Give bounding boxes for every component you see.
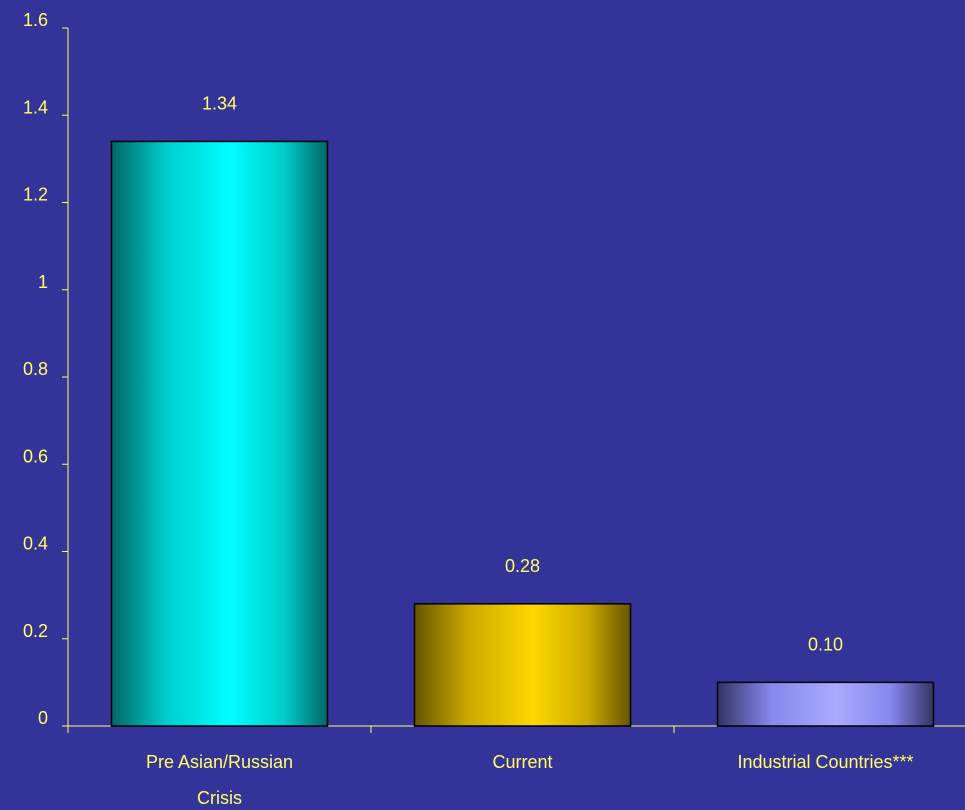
bar-value-label: 0.28 <box>505 556 540 576</box>
y-tick-label: 0.8 <box>23 359 48 379</box>
bar <box>110 140 329 727</box>
axes: 0 0.2 0.4 0.6 0.8 1 1.2 1.4 1.6 <box>23 10 965 733</box>
x-category-label: Current <box>492 752 552 772</box>
bars <box>110 140 935 727</box>
y-tick-label: 1.6 <box>23 10 48 30</box>
x-category-label: Crisis <box>197 788 242 808</box>
y-tick-label: 0.6 <box>23 446 48 466</box>
y-tick-label: 1.2 <box>23 185 48 205</box>
bar-value-label: 1.34 <box>202 93 237 113</box>
y-tick-label: 0 <box>38 708 48 728</box>
bar-value-label: 0.10 <box>808 634 843 654</box>
bar <box>716 681 935 727</box>
y-tick-label: 0.2 <box>23 621 48 641</box>
bar <box>413 603 632 727</box>
y-tick-label: 1 <box>38 272 48 292</box>
x-category-label: Industrial Countries*** <box>737 752 913 772</box>
y-tick-label: 1.4 <box>23 97 48 117</box>
labels: 1.34 Pre Asian/Russian Crisis 0.28 Current 0.… <box>146 93 914 808</box>
y-tick-label: 0.4 <box>23 534 48 554</box>
x-category-label: Pre Asian/Russian <box>146 752 293 772</box>
